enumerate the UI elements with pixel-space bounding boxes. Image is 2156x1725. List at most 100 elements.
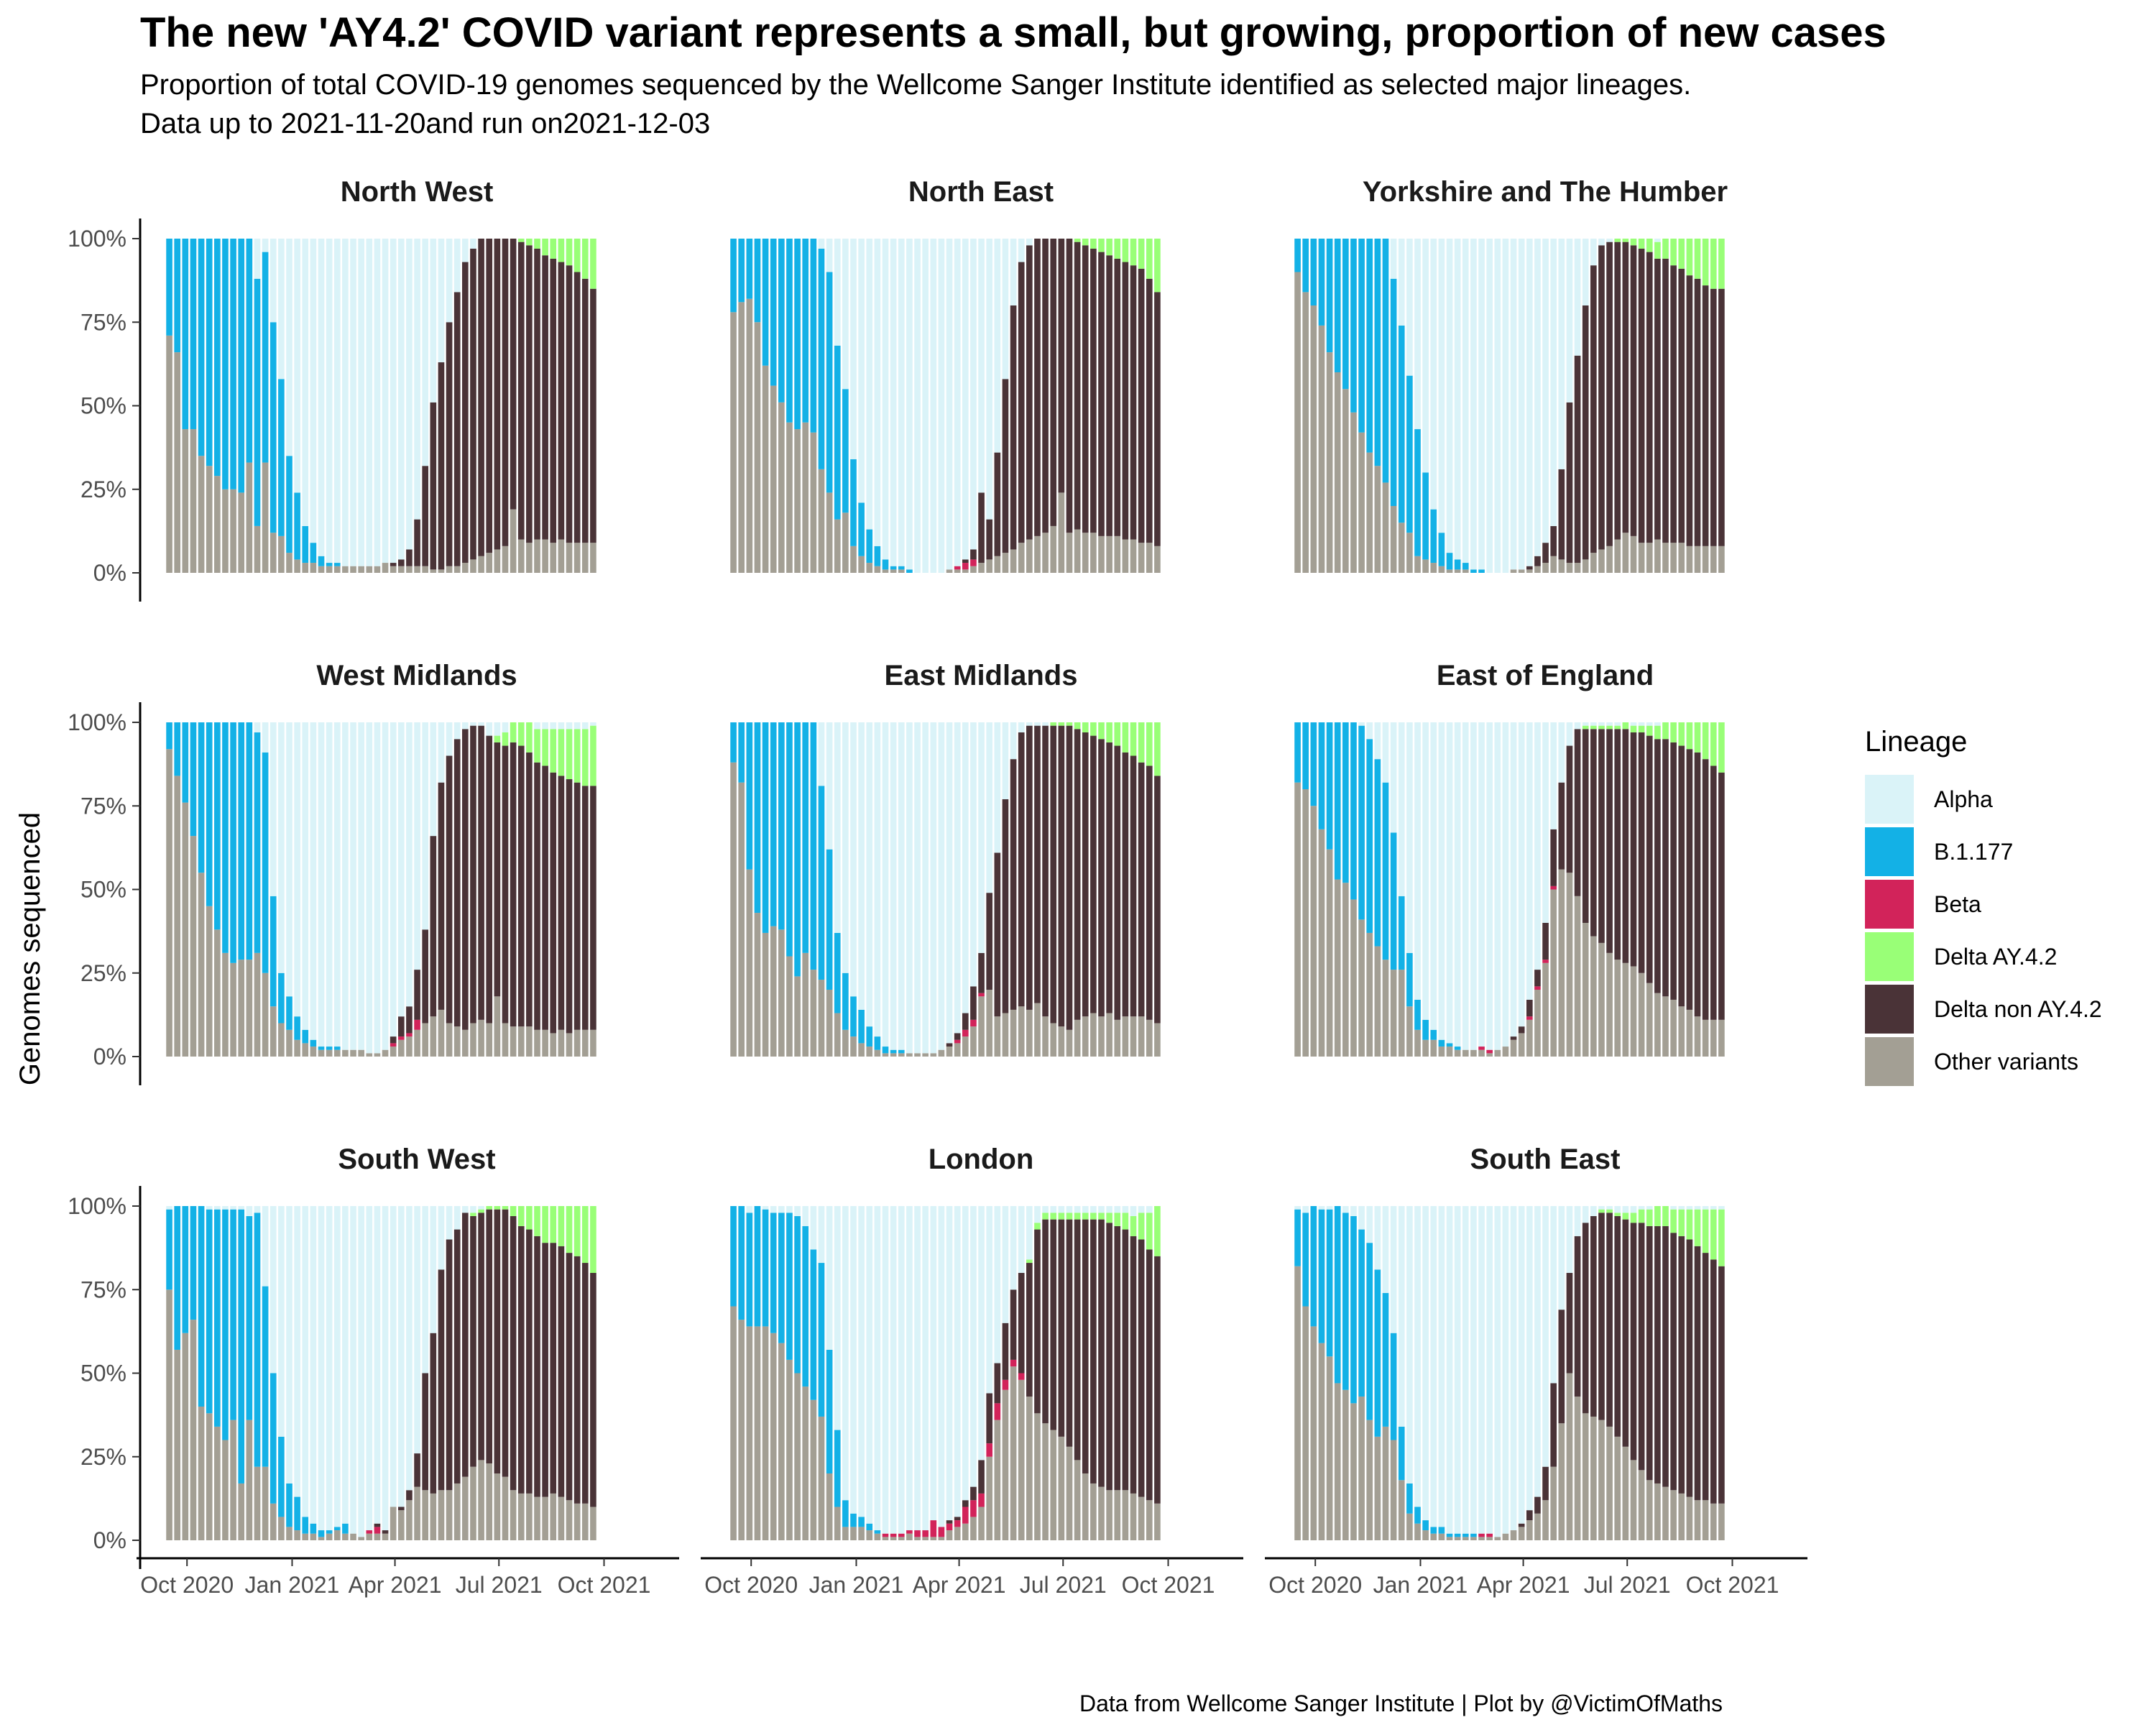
bar-delta-non-ay-4-2	[1154, 776, 1161, 1024]
bar-delta-non-ay-4-2	[1606, 242, 1613, 546]
bar-other-variants	[1318, 1343, 1325, 1540]
legend-label-other-variants: Other variants	[1934, 1048, 2078, 1075]
bar-delta-non-ay-4-2	[1670, 1233, 1677, 1491]
bar-alpha	[962, 1206, 969, 1501]
bar-alpha	[1326, 1206, 1333, 1210]
bar-delta-non-ay-4-2	[1662, 739, 1669, 997]
bar-b-1-177	[1422, 1520, 1429, 1531]
bar-other-variants	[1130, 1493, 1137, 1540]
bar-delta-non-ay-4-2	[446, 322, 453, 566]
bar-other-variants	[826, 990, 833, 1057]
bar-other-variants	[1074, 1019, 1081, 1057]
bar-alpha	[558, 722, 565, 730]
bar-delta-non-ay-4-2	[1710, 1259, 1717, 1504]
bar-alpha	[914, 722, 921, 1054]
bar-alpha	[1550, 239, 1557, 526]
bar-delta-non-ay-4-2	[1534, 1496, 1541, 1514]
bar-b-1-177	[326, 1530, 333, 1534]
bar-b-1-177	[866, 1026, 873, 1047]
y-tick-label: 75%	[80, 309, 126, 335]
bar-delta-non-ay-4-2	[1074, 242, 1081, 530]
bar-b-1-177	[1462, 1533, 1469, 1537]
bar-delta-ay-4-2	[1146, 1213, 1153, 1250]
bar-other-variants	[581, 1029, 589, 1057]
bar-b-1-177	[1350, 722, 1357, 900]
bar-delta-non-ay-4-2	[558, 776, 565, 1030]
bar-other-variants	[198, 1407, 205, 1540]
bar-other-variants	[1098, 1016, 1105, 1057]
bar-delta-non-ay-4-2	[406, 1490, 413, 1501]
bar-b-1-177	[1366, 739, 1373, 933]
bar-other-variants	[1678, 543, 1685, 573]
bar-delta-non-ay-4-2	[1566, 1273, 1573, 1374]
bar-b-1-177	[198, 1206, 205, 1407]
bar-b-1-177	[278, 972, 285, 1024]
bar-alpha	[1010, 1206, 1017, 1290]
bar-delta-non-ay-4-2	[406, 549, 413, 566]
bar-alpha	[1026, 1206, 1033, 1260]
bar-delta-non-ay-4-2	[1090, 735, 1097, 1013]
bar-delta-ay-4-2	[1138, 722, 1145, 763]
bar-other-variants	[1398, 1480, 1405, 1540]
bar-alpha	[1382, 1206, 1389, 1293]
y-tick-label: 100%	[68, 1193, 126, 1219]
bar-alpha	[1470, 239, 1477, 570]
bar-other-variants	[794, 976, 801, 1057]
bar-other-variants	[954, 569, 961, 573]
bar-delta-ay-4-2	[590, 1206, 596, 1273]
bar-beta	[954, 566, 961, 570]
bar-delta-non-ay-4-2	[1526, 1510, 1533, 1521]
bar-alpha	[866, 239, 873, 530]
bar-other-variants	[1406, 1513, 1413, 1540]
bar-other-variants	[214, 1426, 221, 1540]
bar-delta-non-ay-4-2	[1582, 305, 1589, 560]
bar-other-variants	[778, 1343, 785, 1540]
bar-b-1-177	[1446, 553, 1453, 570]
bar-beta	[890, 1533, 897, 1537]
bar-alpha	[1558, 239, 1565, 469]
bar-other-variants	[1010, 549, 1017, 573]
bar-b-1-177	[746, 239, 753, 299]
bar-other-variants	[422, 566, 429, 573]
bar-other-variants	[938, 1049, 945, 1057]
bar-alpha	[1106, 1206, 1112, 1213]
bar-other-variants	[906, 1053, 913, 1057]
bar-other-variants	[1406, 533, 1413, 573]
bar-other-variants	[1050, 1430, 1057, 1540]
bar-other-variants	[222, 489, 229, 573]
bar-delta-non-ay-4-2	[1678, 1236, 1685, 1494]
bar-other-variants	[1446, 1046, 1453, 1057]
x-tick-label: Oct 2021	[558, 1572, 651, 1598]
bar-alpha	[230, 1206, 236, 1210]
bar-alpha	[262, 1206, 269, 1287]
bar-b-1-177	[794, 722, 801, 977]
bar-other-variants	[810, 970, 817, 1057]
bar-other-variants	[573, 1503, 581, 1540]
bar-b-1-177	[214, 1209, 221, 1427]
legend-item-alpha: Alpha	[1865, 775, 1993, 824]
bar-delta-ay-4-2	[1122, 722, 1129, 753]
bar-delta-non-ay-4-2	[414, 519, 420, 566]
bar-alpha	[581, 722, 589, 730]
bar-delta-non-ay-4-2	[994, 452, 1001, 556]
bar-other-variants	[962, 1036, 969, 1057]
bar-b-1-177	[1414, 1506, 1421, 1524]
bar-delta-ay-4-2	[581, 239, 589, 279]
bar-b-1-177	[1382, 239, 1389, 483]
bar-other-variants	[1074, 529, 1081, 573]
bar-alpha	[1294, 1206, 1301, 1210]
bar-other-variants	[1058, 492, 1065, 573]
bar-delta-non-ay-4-2	[1018, 1273, 1025, 1374]
panel-title-north-west: North West	[341, 176, 494, 208]
bar-other-variants	[1678, 1493, 1685, 1540]
bar-b-1-177	[818, 1263, 825, 1417]
bar-other-variants	[978, 563, 985, 573]
bar-b-1-177	[166, 1209, 172, 1290]
bar-b-1-177	[1470, 569, 1477, 573]
bar-alpha	[462, 239, 469, 262]
bar-other-variants	[1526, 1019, 1533, 1057]
bar-alpha	[278, 722, 285, 973]
bar-alpha	[1494, 722, 1501, 1050]
bar-b-1-177	[754, 1206, 761, 1327]
bar-delta-non-ay-4-2	[1106, 255, 1112, 536]
